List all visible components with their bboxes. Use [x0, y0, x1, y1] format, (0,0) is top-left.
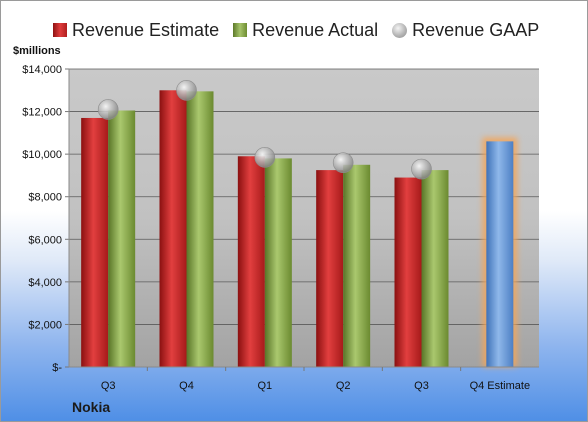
marker-revenue-gaap: [254, 147, 276, 168]
bar-revenue-actual: [186, 91, 214, 367]
y-tick-label: $12,000: [22, 107, 62, 119]
x-tick-label: Q3: [101, 380, 116, 392]
y-tick-label: $-: [52, 362, 62, 374]
bar-revenue-actual: [343, 164, 371, 367]
legend-item-estimate: Revenue Estimate: [53, 20, 219, 41]
bar-revenue-estimate: [237, 156, 265, 367]
y-tick-label: $6,000: [28, 234, 62, 246]
y-tick-label: $2,000: [28, 319, 62, 331]
legend-label-actual: Revenue Actual: [252, 19, 379, 40]
legend-swatch-gaap: [392, 22, 408, 38]
bar-revenue-actual: [264, 158, 292, 367]
x-tick-label: Q3: [414, 380, 429, 392]
plot-area: [69, 69, 539, 367]
y-tick-label: $4,000: [28, 277, 62, 289]
legend-label-gaap: Revenue GAAP: [412, 19, 540, 40]
bar-revenue-estimate: [159, 90, 187, 368]
x-tick-label: Q4: [179, 380, 194, 392]
bar-revenue-estimate: [394, 177, 422, 367]
marker-revenue-gaap: [97, 99, 119, 120]
bar-revenue-actual: [421, 170, 449, 367]
chart-legend: Revenue Estimate Revenue Actual Revenue …: [53, 17, 553, 43]
y-tick-label: $8,000: [28, 192, 62, 204]
y-tick-label: $10,000: [22, 149, 62, 161]
y-axis-unit-label: $millions: [13, 45, 61, 57]
legend-item-gaap: Revenue GAAP: [392, 20, 539, 41]
company-name: Nokia: [72, 399, 111, 415]
marker-revenue-gaap: [332, 152, 354, 173]
bar-revenue-actual: [108, 110, 136, 367]
marker-revenue-gaap: [176, 79, 197, 101]
x-tick-label: Q2: [336, 380, 351, 392]
bar-revenue-estimate: [316, 170, 344, 367]
bar-q4-estimate: [486, 141, 514, 367]
legend-label-estimate: Revenue Estimate: [72, 19, 220, 40]
x-tick-label: Q1: [257, 380, 272, 392]
legend-swatch-estimate: [53, 23, 67, 37]
x-tick-label: Q4 Estimate: [470, 380, 531, 392]
y-tick-label: $14,000: [22, 64, 62, 76]
bar-revenue-estimate: [81, 117, 109, 367]
legend-item-actual: Revenue Actual: [233, 20, 378, 41]
marker-revenue-gaap: [411, 158, 432, 180]
legend-swatch-actual: [233, 23, 248, 37]
